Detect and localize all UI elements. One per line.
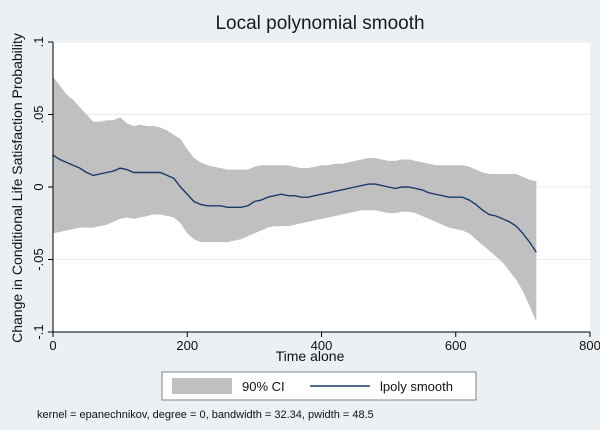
- x-tick-label-1: 200: [176, 338, 198, 353]
- x-tick-label-3: 600: [445, 338, 467, 353]
- chart-note: kernel = epanechnikov, degree = 0, bandw…: [37, 409, 374, 421]
- chart-title: Local polynomial smooth: [215, 13, 424, 34]
- y-tick-label-1: -.05: [31, 248, 46, 270]
- x-tick-label-0: 0: [49, 338, 56, 353]
- ci-band: [53, 76, 537, 322]
- y-tick-label-2: 0: [31, 183, 46, 190]
- smooth-line: [52, 154, 537, 253]
- y-tick-label-3: .05: [31, 105, 46, 123]
- x-axis-ticks: 0 200 400 600 800: [49, 332, 600, 353]
- y-tick-label-4: .1: [31, 37, 46, 48]
- legend-label-ci: 90% CI: [242, 379, 285, 394]
- x-axis-title: Time alone: [276, 348, 345, 364]
- y-axis-ticks: -.1 -.05 0 .05 .1: [31, 37, 53, 340]
- legend-swatch-ci: [172, 378, 232, 394]
- legend: 90% CI lpoly smooth: [161, 371, 477, 401]
- y-tick-label-0: -.1: [31, 324, 46, 339]
- y-axis-title: Change in Conditional Life Satisfaction …: [9, 33, 25, 343]
- x-tick-label-2: 400: [311, 338, 333, 353]
- legend-label-smooth: lpoly smooth: [380, 379, 453, 394]
- x-tick-label-4: 800: [579, 338, 600, 353]
